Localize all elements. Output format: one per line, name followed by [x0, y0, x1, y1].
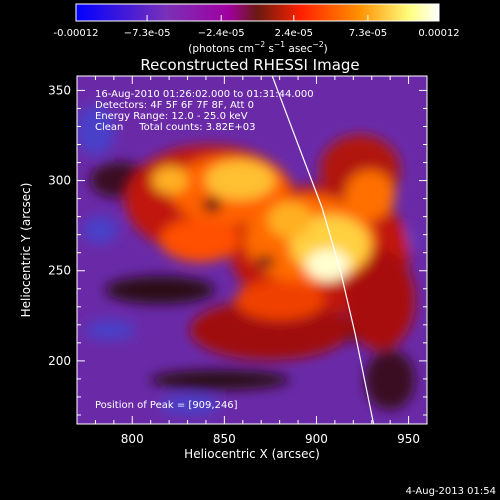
x-tick-label: 850 [213, 432, 236, 446]
y-tick-label: 350 [48, 83, 71, 97]
colorbar-unit: (photons cm−2 s−1 asec−2) [188, 40, 327, 55]
peak-position-label: Position of Peak = [909,246] [95, 400, 238, 411]
colorbar-tick-label: 2.4e-05 [275, 28, 313, 39]
annotation-energy: Energy Range: 12.0 - 25.0 keV [95, 111, 248, 122]
annotation-block: 16-Aug-2010 01:26:02.000 to 01:31:44.000… [95, 89, 314, 133]
annotation-time: 16-Aug-2010 01:26:02.000 to 01:31:44.000 [95, 89, 314, 100]
y-axis: 200 250 300 350 [48, 83, 427, 416]
x-tick-label: 800 [121, 432, 144, 446]
y-tick-label: 200 [48, 354, 71, 368]
colorbar [75, 3, 440, 22]
heatmap-image [77, 76, 427, 424]
chart-title: Reconstructed RHESSI Image [140, 56, 359, 74]
annotation-counts: Clean Total counts: 3.82E+03 [95, 122, 255, 133]
colorbar-tick-label: -0.00012 [54, 28, 99, 39]
x-tick-label: 950 [397, 432, 420, 446]
x-axis-label: Heliocentric X (arcsec) [184, 447, 320, 461]
solar-limb-line [271, 76, 375, 424]
colorbar-tick-label: −2.4e-05 [198, 28, 245, 39]
plot-frame [76, 75, 428, 425]
colorbar-tick-label: 0.00012 [418, 28, 459, 39]
colorbar-ticks: -0.00012 −7.3e-05 −2.4e-05 2.4e-05 7.3e-05 0.… [54, 15, 460, 39]
y-tick-label: 300 [48, 174, 71, 188]
colorbar-tick-label: −7.3e-05 [124, 28, 171, 39]
y-tick-label: 250 [48, 264, 71, 278]
annotation-detectors: Detectors: 4F 5F 6F 7F 8F, Att 0 [95, 100, 254, 111]
x-axis: 800 850 900 950 [94, 76, 428, 446]
x-tick-label: 900 [305, 432, 328, 446]
colorbar-tick-label: 7.3e-05 [349, 28, 387, 39]
footer-date: 4-Aug-2013 01:54 [406, 486, 496, 497]
y-axis-label: Heliocentric Y (arcsec) [19, 183, 33, 318]
